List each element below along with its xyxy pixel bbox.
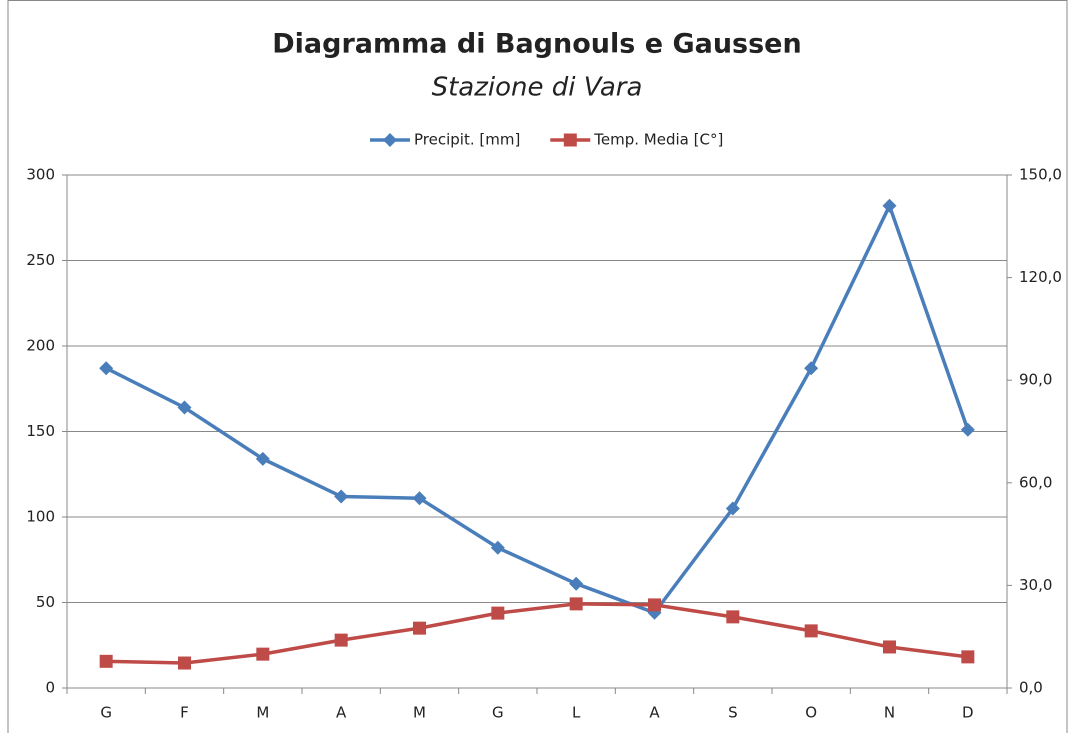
y2-tick-label: 90,0 xyxy=(1019,371,1052,389)
marker xyxy=(99,654,113,668)
y2-tick-label: 120,0 xyxy=(1019,268,1062,286)
x-tick-label: N xyxy=(884,704,895,722)
series-line xyxy=(105,204,970,615)
x-tick-label: A xyxy=(649,704,660,722)
marker xyxy=(883,640,896,654)
y-tick-label: 150 xyxy=(26,422,55,440)
marker xyxy=(412,491,427,506)
chart-frame xyxy=(7,0,1068,733)
marker xyxy=(383,133,397,147)
x-tick-label: S xyxy=(728,704,738,722)
marker xyxy=(256,647,270,661)
legend-label: Precipit. [mm] xyxy=(414,131,520,149)
marker xyxy=(961,650,975,664)
x-tick-label: M xyxy=(256,704,269,722)
chart-subtitle: Stazione di Vara xyxy=(432,73,643,103)
marker xyxy=(569,597,583,611)
y-tick-label: 300 xyxy=(26,166,55,184)
marker xyxy=(178,656,191,670)
marker xyxy=(648,598,661,612)
marker xyxy=(804,361,819,376)
y-tick-label: 200 xyxy=(26,337,55,355)
marker xyxy=(725,501,740,516)
marker xyxy=(334,489,349,504)
x-tick-label: A xyxy=(336,704,347,722)
y2-tick-label: 30,0 xyxy=(1019,576,1052,594)
y2-tick-label: 150,0 xyxy=(1019,166,1062,184)
marker xyxy=(882,198,897,213)
legend-label: Temp. Media [C°] xyxy=(593,131,723,149)
series-line xyxy=(106,602,969,665)
marker xyxy=(726,610,740,624)
marker xyxy=(563,133,577,147)
chart-title: Diagramma di Bagnouls e Gaussen xyxy=(272,29,801,60)
y-tick-label: 100 xyxy=(26,508,55,526)
x-tick-label: G xyxy=(100,704,112,722)
y2-tick-label: 0,0 xyxy=(1019,679,1043,697)
marker xyxy=(413,621,426,635)
marker xyxy=(99,361,114,376)
marker xyxy=(804,624,818,638)
marker xyxy=(491,606,505,620)
marker xyxy=(255,451,270,466)
x-tick-label: D xyxy=(962,704,974,722)
y-tick-label: 50 xyxy=(36,593,55,611)
y-tick-label: 250 xyxy=(26,251,55,269)
x-tick-label: G xyxy=(492,704,504,722)
y-tick-label: 0 xyxy=(45,679,55,697)
y2-tick-label: 60,0 xyxy=(1019,473,1052,491)
marker xyxy=(960,422,975,437)
x-tick-label: L xyxy=(572,704,581,722)
marker xyxy=(569,576,584,591)
marker xyxy=(177,400,192,415)
x-tick-label: O xyxy=(805,704,817,722)
x-tick-label: F xyxy=(180,704,189,722)
marker xyxy=(334,633,348,647)
marker xyxy=(490,540,505,555)
x-tick-label: M xyxy=(413,704,426,722)
